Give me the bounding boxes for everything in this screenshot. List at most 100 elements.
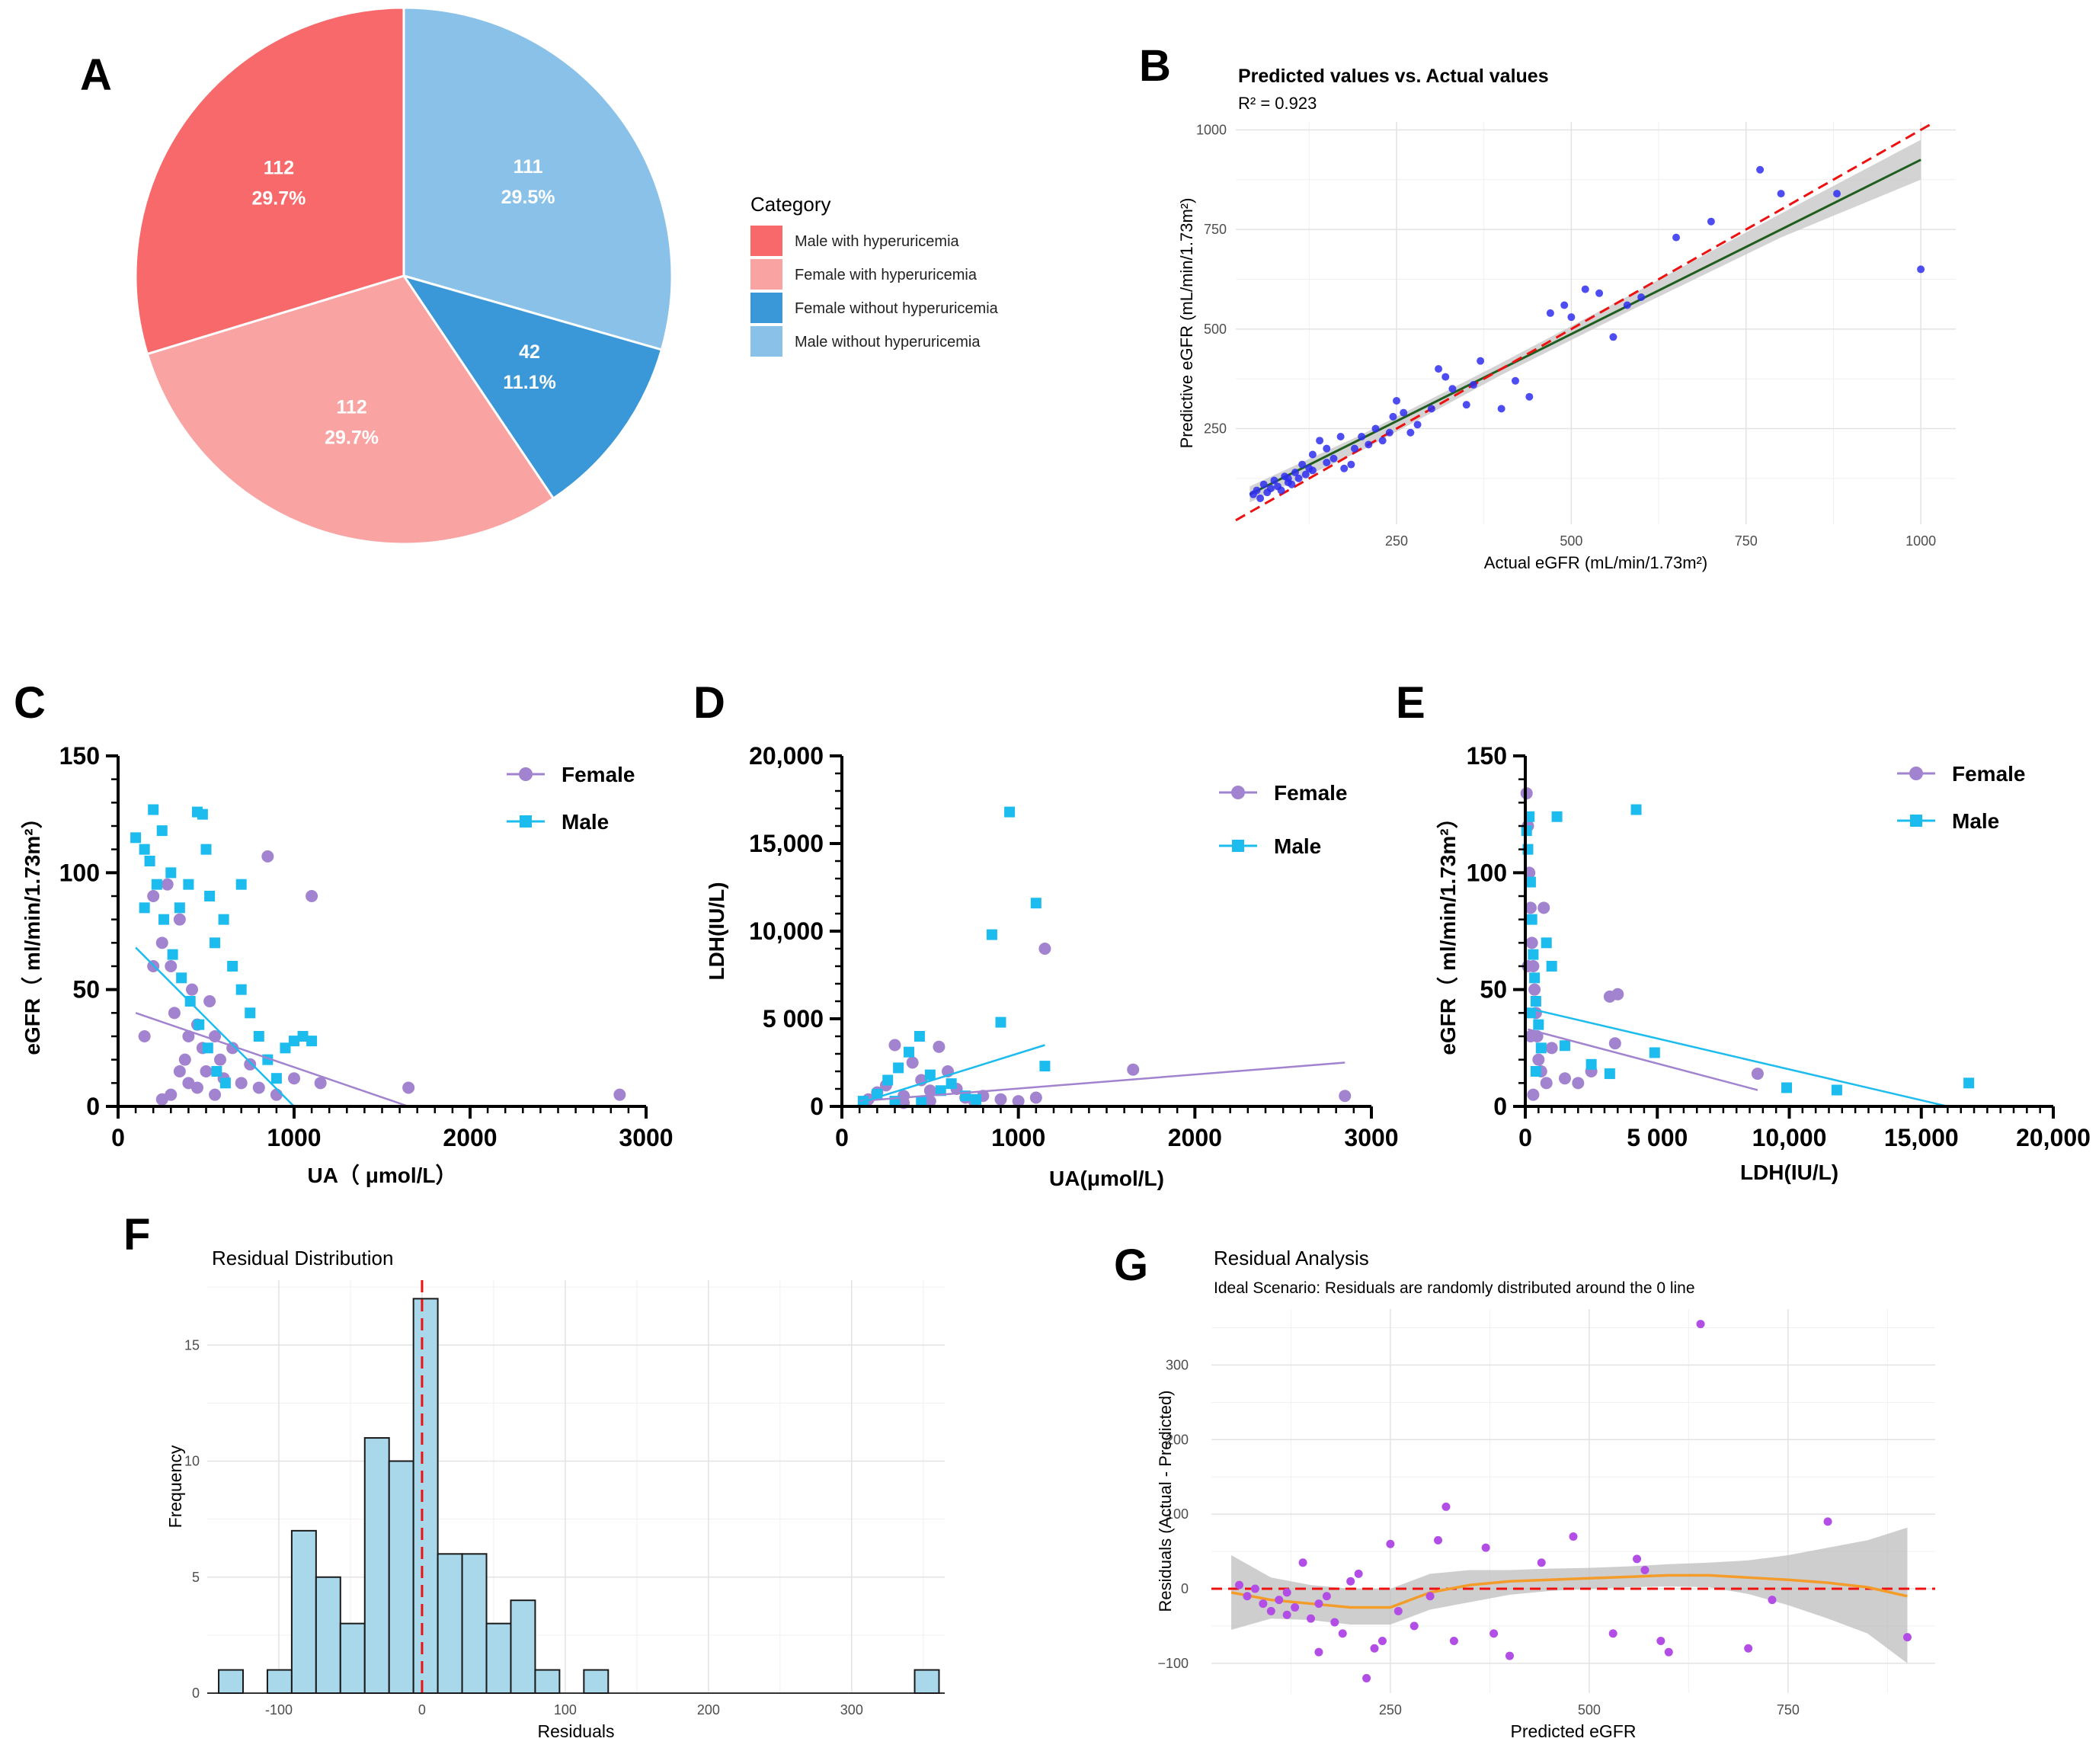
data-point: [1672, 233, 1681, 242]
data-point-male: [218, 914, 229, 925]
residual-point: [1346, 1577, 1355, 1586]
y-axis-label: Frequency: [165, 1445, 185, 1528]
data-point-male: [280, 1042, 291, 1054]
data-point-female: [244, 1058, 257, 1071]
y-tick-label: 100: [1467, 859, 1507, 886]
data-point-female: [173, 1065, 186, 1077]
data-point-male: [904, 1046, 915, 1058]
data-point-female: [203, 995, 216, 1007]
data-point: [1581, 285, 1589, 293]
data-point-female: [173, 913, 186, 926]
confidence-band: [1249, 139, 1921, 503]
data-point-female: [1751, 1068, 1764, 1080]
data-point: [1546, 309, 1554, 317]
data-point-male: [914, 1031, 925, 1042]
legend-swatch: [750, 226, 782, 256]
legend-label: Female: [1952, 762, 2026, 786]
data-point-male: [1649, 1047, 1660, 1058]
residual-point: [1298, 1558, 1307, 1567]
y-tick-label: 5 000: [763, 1005, 824, 1032]
residual-point: [1330, 1618, 1339, 1627]
data-point-male: [245, 1007, 256, 1019]
x-tick-label: 3000: [1344, 1124, 1398, 1151]
data-point-male: [935, 1085, 946, 1096]
legend-label: Female with hyperuricemia: [795, 267, 978, 283]
legend-marker: [1909, 767, 1923, 780]
pie-slice-count: 112: [264, 157, 294, 178]
histogram-bar: [218, 1669, 244, 1694]
data-point: [1358, 432, 1366, 440]
data-point: [1277, 486, 1285, 495]
data-point: [1284, 474, 1292, 482]
data-point-female: [252, 1081, 265, 1094]
data-point-male: [219, 1077, 231, 1089]
data-point-male: [167, 949, 178, 960]
data-point: [1448, 385, 1457, 393]
x-tick-label: 15,000: [1884, 1124, 1959, 1151]
x-tick-label: 750: [1735, 533, 1758, 549]
data-point-male: [995, 1016, 1006, 1028]
residual-point: [1306, 1614, 1315, 1623]
pie-slice-count: 42: [519, 341, 540, 363]
data-point: [1385, 428, 1393, 437]
data-point-male: [148, 804, 159, 815]
data-point-female: [186, 983, 199, 996]
data-point: [1294, 474, 1303, 482]
residual-point: [1386, 1539, 1395, 1548]
residual-point: [1569, 1532, 1578, 1541]
y-tick-label: 150: [59, 742, 100, 770]
residual-point: [1282, 1610, 1291, 1619]
x-tick-label: 1000: [267, 1124, 321, 1151]
data-point-male: [235, 984, 247, 995]
y-tick-label: 300: [1166, 1357, 1189, 1372]
data-point-male: [1528, 949, 1539, 960]
data-point-female: [994, 1093, 1007, 1106]
residual-point: [1505, 1651, 1514, 1660]
fit-line-male: [859, 1044, 1045, 1104]
y-tick-label: 0: [86, 1093, 100, 1120]
residual-point: [1291, 1602, 1300, 1612]
residual-point: [1537, 1558, 1546, 1567]
data-point-male: [139, 902, 150, 914]
data-point-male: [200, 844, 212, 855]
data-point-female: [1339, 1090, 1352, 1103]
y-tick-label: 150: [1467, 742, 1507, 770]
pie-legend: Category Male with hyperuricemia Female w…: [750, 193, 999, 357]
data-point-male: [1541, 937, 1552, 949]
data-point-male: [174, 902, 185, 914]
y-tick-label: 100: [59, 859, 100, 886]
pie-chart-a: 111 29.5% 42 11.1% 112 29.7% 112 29.7%: [134, 6, 674, 546]
data-point-female: [1528, 983, 1541, 996]
data-point-female: [923, 1095, 936, 1108]
x-tick-label: 2000: [443, 1124, 497, 1151]
pie-slice-count: 111: [514, 156, 543, 178]
data-point-female: [1545, 1042, 1558, 1055]
y-tick-label: 15: [184, 1337, 200, 1353]
data-point: [1427, 405, 1435, 413]
y-axis-label: Residuals (Actual - Predicted): [1156, 1390, 1175, 1612]
y-tick-label: 15,000: [749, 830, 824, 857]
data-point-male: [1004, 806, 1016, 818]
panel-label-d: D: [693, 678, 725, 728]
data-point-female: [147, 890, 160, 902]
data-point-female: [1572, 1077, 1585, 1090]
x-tick-label: 500: [1560, 533, 1582, 549]
x-tick-label: 10,000: [1752, 1124, 1827, 1151]
data-point: [1525, 392, 1534, 401]
data-point: [1336, 432, 1345, 440]
histogram-bar: [266, 1669, 293, 1694]
data-point: [1301, 470, 1310, 479]
chart-g-subtitle: Ideal Scenario: Residuals are randomly d…: [1214, 1279, 1695, 1297]
chart-g-title: Residual Analysis: [1214, 1247, 1369, 1269]
data-point-female: [1029, 1091, 1042, 1104]
legend-marker: [1231, 786, 1245, 799]
data-point-male: [289, 1036, 299, 1047]
x-tick-label: 1000: [991, 1124, 1045, 1151]
data-point: [1567, 313, 1576, 322]
data-point-female: [1525, 936, 1538, 949]
data-point-female: [165, 960, 178, 972]
data-point-female: [1532, 1053, 1545, 1066]
data-point-male: [1963, 1077, 1975, 1089]
pie-slice: [402, 6, 674, 351]
x-tick-label: 250: [1385, 533, 1408, 549]
